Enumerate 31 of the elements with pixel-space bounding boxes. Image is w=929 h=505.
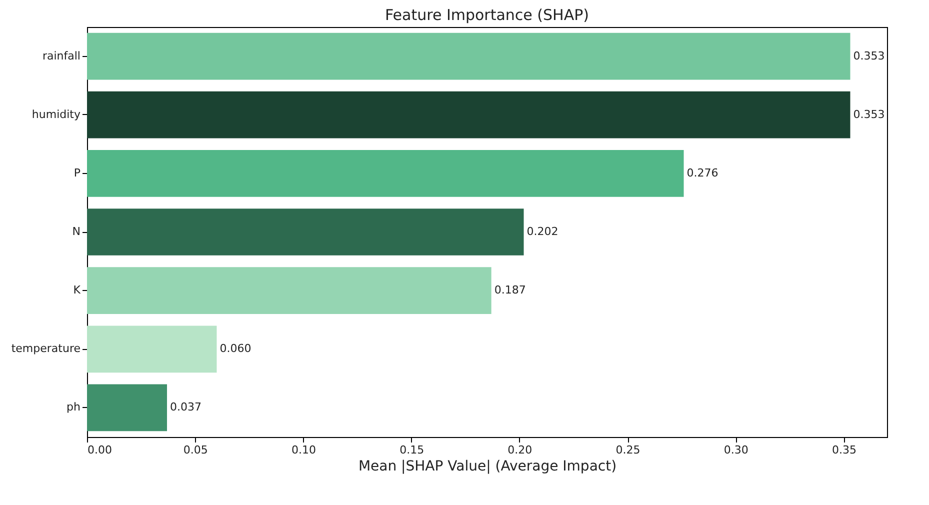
bar — [87, 326, 217, 373]
x-tick-label: 0.05 — [183, 444, 208, 456]
data-label: 0.353 — [853, 49, 885, 62]
bar — [87, 208, 524, 256]
y-tick-label: humidity — [32, 108, 81, 121]
bar — [87, 384, 167, 432]
y-tick-label: K — [73, 284, 82, 297]
y-tick-label: ph — [66, 400, 81, 414]
bar — [87, 150, 684, 197]
data-label: 0.276 — [686, 166, 718, 180]
x-tick-label: 0.20 — [508, 444, 532, 456]
y-tick-label: temperature — [11, 342, 81, 356]
bar — [87, 267, 492, 314]
x-tick-label: 0.00 — [88, 444, 112, 456]
data-label: 0.187 — [494, 284, 526, 297]
y-tick-label: rainfall — [42, 49, 80, 62]
x-tick-label: 0.10 — [291, 444, 316, 456]
data-label: 0.353 — [853, 108, 885, 121]
data-label: 0.037 — [170, 400, 202, 414]
y-tick-label: P — [74, 166, 81, 180]
chart-title: Feature Importance (SHAP) — [385, 6, 589, 24]
y-tick-label: N — [72, 225, 80, 238]
x-tick-label: 0.15 — [400, 444, 424, 456]
bar — [87, 91, 850, 138]
x-axis-title: Mean |SHAP Value| (Average Impact) — [358, 458, 617, 474]
data-label: 0.060 — [220, 342, 252, 356]
data-label: 0.202 — [526, 225, 558, 238]
x-tick-label: 0.30 — [724, 444, 748, 456]
x-tick-label: 0.25 — [616, 444, 640, 456]
bar — [87, 32, 850, 80]
x-tick-label: 0.35 — [832, 444, 857, 456]
